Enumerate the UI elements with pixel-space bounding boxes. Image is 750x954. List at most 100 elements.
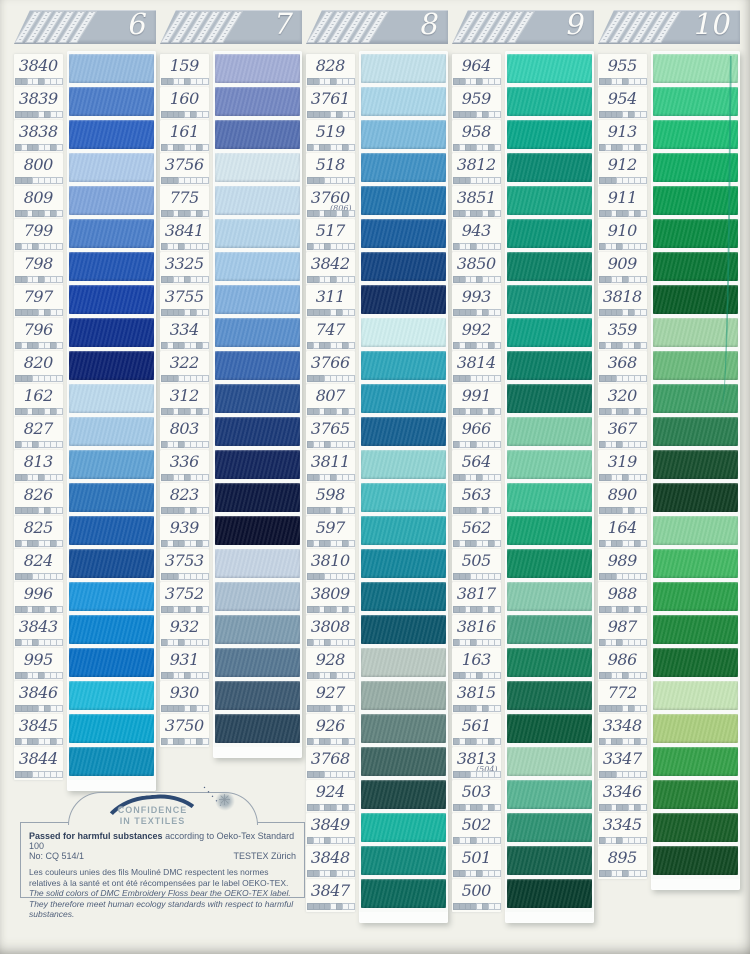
- tick-box: [493, 309, 501, 316]
- tick-box: [493, 540, 501, 547]
- passed-statement: Passed for harmful substances according …: [21, 831, 304, 851]
- thread-swatch-3817: [506, 582, 593, 611]
- thread-code: 827: [23, 419, 54, 438]
- label-cell-3846: 3846: [14, 681, 63, 714]
- label-cell-958: 958: [452, 120, 501, 153]
- thread-swatch-3838: [68, 120, 155, 149]
- thread-swatch-3765: [360, 417, 447, 446]
- tick-box: [347, 243, 355, 250]
- label-cell-939: 939: [160, 516, 209, 549]
- thread-swatch-939: [214, 516, 301, 545]
- label-cell-319: 319: [598, 450, 647, 483]
- tick-strip: [599, 672, 647, 679]
- thread-swatch-820: [68, 351, 155, 380]
- label-column: 159 160 161 3756 775 3841 3325 3755 334 322 312 803…: [160, 54, 209, 758]
- tick-strip: [307, 771, 355, 778]
- tick-strip: [599, 408, 647, 415]
- oeko-tex-certificate-box: CONFIDENCE IN TEXTILES ····· ✳ Passed fo…: [20, 781, 305, 919]
- tick-box: [201, 309, 209, 316]
- tick-strip: [15, 441, 63, 448]
- thread-swatch-909: [652, 252, 739, 281]
- thread-swatch-311: [360, 285, 447, 314]
- thread-code: 3768: [310, 749, 350, 768]
- thread-swatch-368: [652, 351, 739, 380]
- thread-swatch-3842: [360, 252, 447, 281]
- thread-code: 988: [607, 584, 638, 603]
- tick-box: [347, 441, 355, 448]
- label-cell-913: 913: [598, 120, 647, 153]
- thread-swatch-995: [68, 648, 155, 677]
- thread-code: 3346: [602, 782, 642, 801]
- column-number: 8: [420, 7, 439, 41]
- thread-swatch-928: [360, 648, 447, 677]
- thread-code: 924: [315, 782, 346, 801]
- thread-code: 955: [607, 56, 638, 75]
- label-cell-798: 798: [14, 252, 63, 285]
- label-cell-966: 966: [452, 417, 501, 450]
- tick-box: [55, 210, 63, 217]
- label-column: 964 959 958 3812 3851 943 3850 993 992 3814 991 966…: [452, 54, 501, 923]
- thread-code: 986: [607, 650, 638, 669]
- tick-strip: [15, 309, 63, 316]
- tick-strip: [307, 738, 355, 745]
- thread-code: 164: [607, 518, 638, 537]
- label-cell-989: 989: [598, 549, 647, 582]
- tick-strip: [599, 177, 647, 184]
- tick-box: [347, 804, 355, 811]
- tick-box: [201, 78, 209, 85]
- tick-strip: [307, 639, 355, 646]
- label-cell-3811: 3811: [306, 450, 355, 483]
- tick-box: [55, 441, 63, 448]
- label-cell-910: 910: [598, 219, 647, 252]
- thread-code: 518: [315, 155, 346, 174]
- tick-strip: [161, 606, 209, 613]
- label-cell-3812: 3812: [452, 153, 501, 186]
- thread-code: 336: [169, 452, 200, 471]
- swatch-strip: [212, 51, 302, 758]
- thread-swatch-3818: [652, 285, 739, 314]
- tick-strip: [15, 342, 63, 349]
- thread-code: 3812: [456, 155, 496, 174]
- thread-code: 966: [461, 419, 492, 438]
- thread-code: 3843: [18, 617, 58, 636]
- tick-strip: [307, 408, 355, 415]
- passed-statement-bold: Passed for harmful substances: [29, 831, 163, 841]
- thread-swatch-964: [506, 54, 593, 83]
- thread-code: 160: [169, 89, 200, 108]
- tick-strip: [307, 144, 355, 151]
- tick-box: [347, 474, 355, 481]
- swatch-strip: [66, 51, 156, 791]
- thread-code: 3752: [164, 584, 204, 603]
- tick-strip: [161, 375, 209, 382]
- thread-code: 3850: [456, 254, 496, 273]
- tick-strip: [15, 738, 63, 745]
- tick-strip: [599, 639, 647, 646]
- tick-box: [55, 474, 63, 481]
- tick-box: [493, 573, 501, 580]
- thread-swatch-517: [360, 219, 447, 248]
- tick-box: [639, 606, 647, 613]
- thread-code: 3347: [602, 749, 642, 768]
- tick-strip: [307, 507, 355, 514]
- thread-swatch-826: [68, 483, 155, 512]
- thread-swatch-991: [506, 384, 593, 413]
- thread-code: 3348: [602, 716, 642, 735]
- tick-box: [201, 540, 209, 547]
- thread-swatch-799: [68, 219, 155, 248]
- label-cell-519: 519: [306, 120, 355, 153]
- tick-strip: [15, 408, 63, 415]
- certificate-number-line: No: CQ 514/1 TESTEX Zürich: [21, 851, 304, 861]
- tick-strip: [599, 276, 647, 283]
- english-statement: The solid colors of DMC Embroidery Floss…: [29, 888, 294, 919]
- tick-box: [639, 210, 647, 217]
- column-body: 964 959 958 3812 3851 943 3850 993 992 3814 991 966…: [452, 51, 594, 923]
- tick-strip: [161, 276, 209, 283]
- thread-code: 3848: [310, 848, 350, 867]
- label-cell-3839: 3839: [14, 87, 63, 120]
- tick-strip: [453, 474, 501, 481]
- thread-swatch-312: [214, 384, 301, 413]
- tick-box: [639, 177, 647, 184]
- label-cell-3756: 3756: [160, 153, 209, 186]
- tick-box: [347, 573, 355, 580]
- thread-code: 3844: [18, 749, 58, 768]
